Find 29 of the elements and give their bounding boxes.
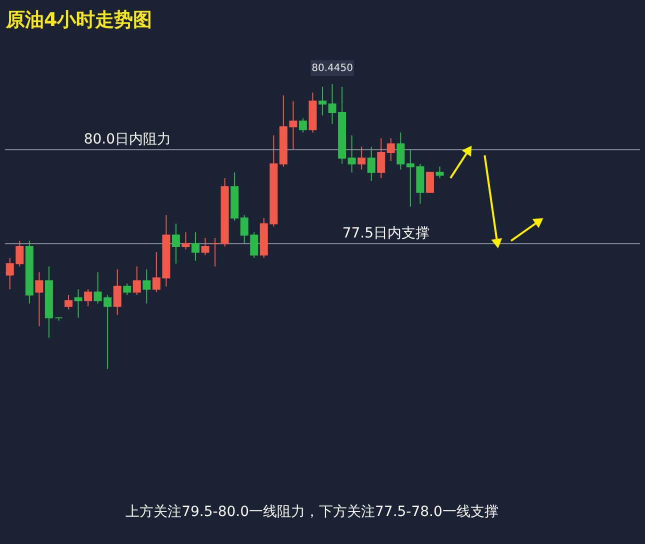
candlestick <box>201 237 210 256</box>
candlestick <box>348 134 356 173</box>
candlestick <box>123 283 132 296</box>
candlestick <box>192 232 200 262</box>
candlestick <box>113 268 122 316</box>
candlestick <box>318 86 326 116</box>
candlestick <box>386 138 395 162</box>
candlestick <box>64 294 72 310</box>
candlestick <box>132 266 141 296</box>
candlestick <box>142 268 151 304</box>
chart-title: 原油4小时走势图 <box>5 9 152 31</box>
text: 上方关注79.5-80.0一线阻力，下方关注77.5-78.0一线支撑 <box>126 504 498 520</box>
candlestick <box>358 146 366 170</box>
candlestick <box>396 132 405 170</box>
candlestick <box>182 232 190 250</box>
candlestick <box>377 138 386 179</box>
ref-line-label: 80.0日内阻力 <box>84 132 172 148</box>
candlestick <box>35 272 44 327</box>
candlestick <box>74 288 82 318</box>
candlestick <box>298 118 307 134</box>
candlestick <box>172 223 180 264</box>
ref-line-label: 77.5日内支撑 <box>342 226 430 242</box>
candlestick <box>54 317 63 322</box>
candlestick <box>211 237 220 267</box>
candlestick <box>84 288 92 307</box>
annotation: 80.4450 <box>312 63 353 74</box>
candlestick <box>367 146 376 182</box>
candlestick <box>436 166 444 179</box>
candlestick <box>426 172 434 193</box>
